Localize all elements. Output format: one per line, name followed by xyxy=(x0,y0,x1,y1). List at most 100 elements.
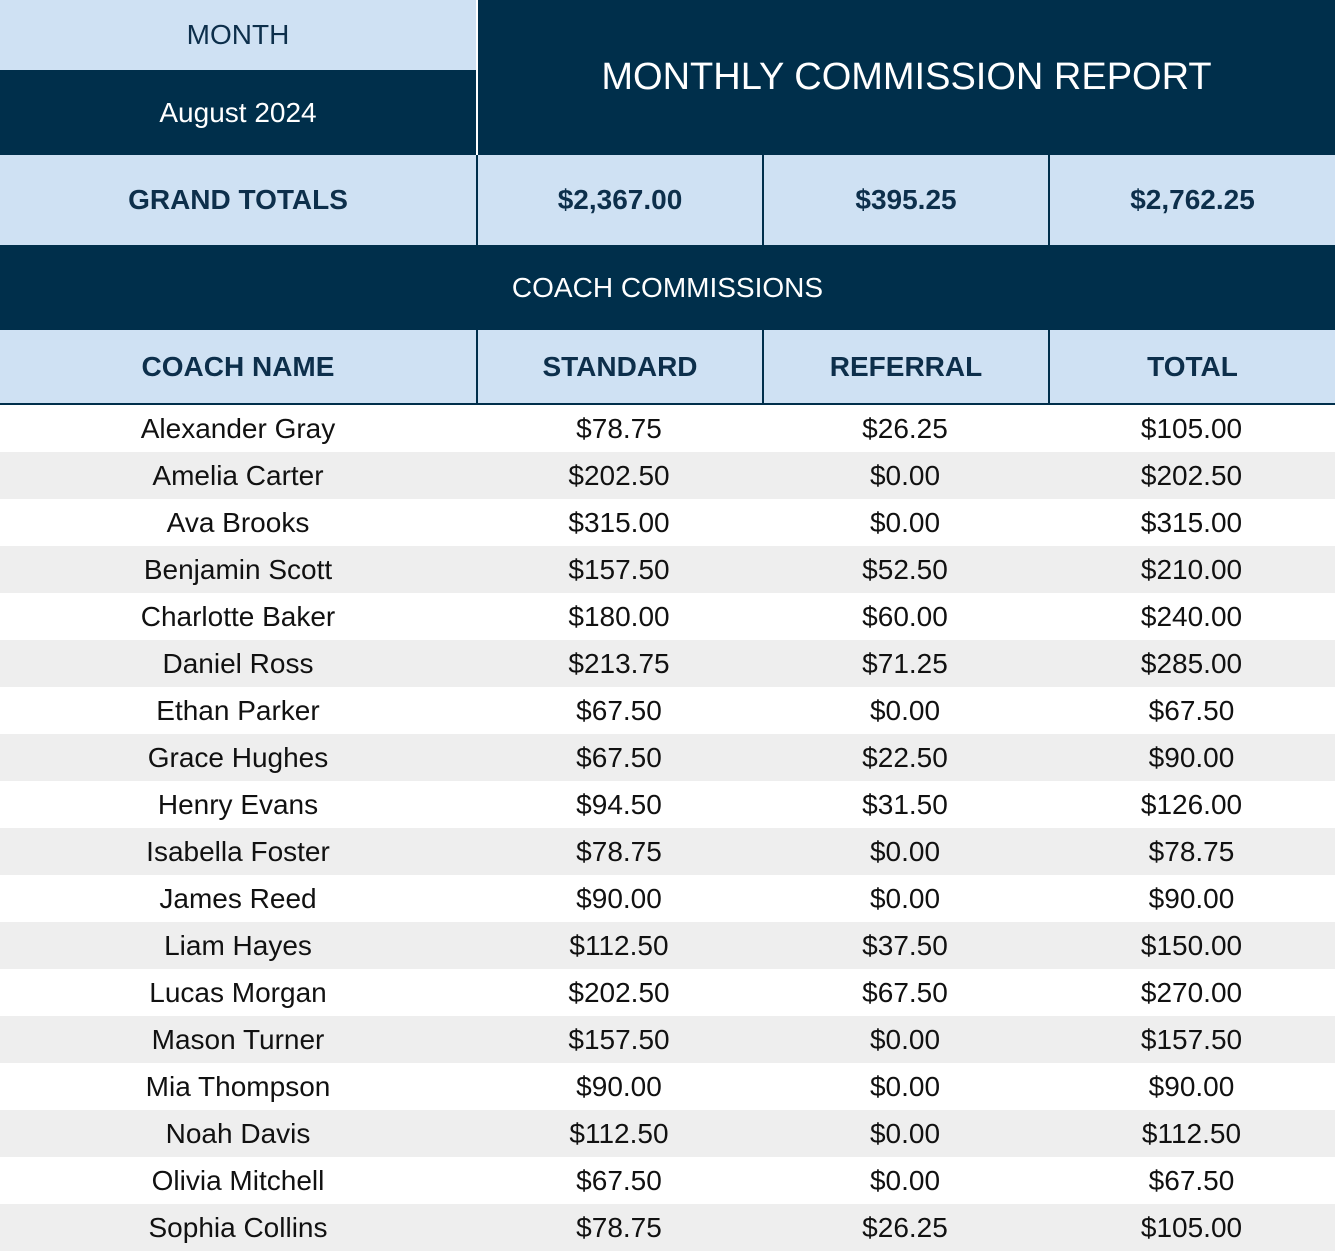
coach-name-cell: Isabella Foster xyxy=(146,835,330,867)
table-row[interactable]: Lucas Morgan $202.50 $67.50 $270.00 xyxy=(0,969,1335,1016)
commission-table-body: Alexander Gray $78.75 $26.25 $105.00 Amelia … xyxy=(0,405,1335,1251)
total-cell: $90.00 xyxy=(1148,882,1235,914)
referral-cell: $60.00 xyxy=(862,600,948,632)
coach-name-cell: James Reed xyxy=(159,882,317,914)
total-cell: $240.00 xyxy=(1140,600,1243,632)
report-header: MONTH August 2024 MONTHLY COMMISSION REP… xyxy=(0,0,1335,155)
table-row[interactable]: Benjamin Scott $157.50 $52.50 $210.00 xyxy=(0,546,1335,593)
column-header-coach-name: COACH NAME xyxy=(141,350,335,382)
total-cell: $126.00 xyxy=(1140,788,1243,820)
referral-cell: $0.00 xyxy=(869,1117,941,1149)
total-cell: $270.00 xyxy=(1140,976,1243,1008)
standard-cell: $315.00 xyxy=(568,506,670,538)
total-cell: $67.50 xyxy=(1148,1164,1235,1196)
standard-cell: $157.50 xyxy=(568,553,670,585)
column-header-referral: REFERRAL xyxy=(762,330,1048,403)
coach-name-cell: Sophia Collins xyxy=(148,1211,328,1243)
table-row[interactable]: Olivia Mitchell $67.50 $0.00 $67.50 xyxy=(0,1157,1335,1204)
total-cell: $105.00 xyxy=(1140,412,1243,444)
referral-cell: $0.00 xyxy=(869,882,941,914)
table-row[interactable]: Isabella Foster $78.75 $0.00 $78.75 xyxy=(0,828,1335,875)
table-row[interactable]: Daniel Ross $213.75 $71.25 $285.00 xyxy=(0,640,1335,687)
section-title: COACH COMMISSIONS xyxy=(0,245,1335,330)
coach-name-cell: Grace Hughes xyxy=(147,741,329,773)
referral-cell: $0.00 xyxy=(869,1070,941,1102)
total-cell: $285.00 xyxy=(1140,647,1243,679)
referral-cell: $0.00 xyxy=(869,459,941,491)
column-header-standard: STANDARD xyxy=(476,330,762,403)
referral-cell: $22.50 xyxy=(862,741,948,773)
standard-cell: $157.50 xyxy=(568,1023,670,1055)
referral-cell: $0.00 xyxy=(869,506,941,538)
standard-cell: $90.00 xyxy=(576,1070,662,1102)
table-row[interactable]: Noah Davis $112.50 $0.00 $112.50 xyxy=(0,1110,1335,1157)
standard-cell: $202.50 xyxy=(568,459,670,491)
standard-cell: $202.50 xyxy=(568,976,670,1008)
referral-cell: $26.25 xyxy=(862,1211,948,1243)
coach-name-cell: Mia Thompson xyxy=(145,1070,331,1102)
total-cell: $78.75 xyxy=(1148,835,1235,867)
coach-name-cell: Mason Turner xyxy=(151,1023,325,1055)
total-cell: $105.00 xyxy=(1140,1211,1243,1243)
table-row[interactable]: Charlotte Baker $180.00 $60.00 $240.00 xyxy=(0,593,1335,640)
coach-name-cell: Ava Brooks xyxy=(166,506,310,538)
referral-cell: $26.25 xyxy=(862,412,948,444)
table-row[interactable]: Grace Hughes $67.50 $22.50 $90.00 xyxy=(0,734,1335,781)
total-cell: $315.00 xyxy=(1140,506,1243,538)
standard-cell: $78.75 xyxy=(576,1211,662,1243)
referral-cell: $37.50 xyxy=(862,929,948,961)
coach-name-cell: Amelia Carter xyxy=(152,459,324,491)
standard-cell: $112.50 xyxy=(569,1117,669,1149)
coach-name-cell: Olivia Mitchell xyxy=(151,1164,325,1196)
total-cell: $157.50 xyxy=(1140,1023,1243,1055)
coach-name-cell: Noah Davis xyxy=(165,1117,311,1149)
table-row[interactable]: Liam Hayes $112.50 $37.50 $150.00 xyxy=(0,922,1335,969)
month-block: MONTH August 2024 xyxy=(0,0,476,155)
referral-cell: $0.00 xyxy=(869,1023,941,1055)
referral-cell: $71.25 xyxy=(862,647,948,679)
table-row[interactable]: Ava Brooks $315.00 $0.00 $315.00 xyxy=(0,499,1335,546)
referral-cell: $0.00 xyxy=(869,694,941,726)
referral-cell: $0.00 xyxy=(869,1164,941,1196)
month-label: MONTH xyxy=(0,0,476,70)
table-row[interactable]: James Reed $90.00 $0.00 $90.00 xyxy=(0,875,1335,922)
table-row[interactable]: Mia Thompson $90.00 $0.00 $90.00 xyxy=(0,1063,1335,1110)
column-header-row: COACH NAME STANDARD REFERRAL TOTAL xyxy=(0,330,1335,405)
total-cell: $150.00 xyxy=(1140,929,1243,961)
coach-name-cell: Charlotte Baker xyxy=(140,600,336,632)
grand-totals-label: GRAND TOTALS xyxy=(128,184,348,215)
coach-name-cell: Liam Hayes xyxy=(164,929,312,961)
grand-total-total: $2,762.25 xyxy=(1048,155,1335,245)
table-row[interactable]: Mason Turner $157.50 $0.00 $157.50 xyxy=(0,1016,1335,1063)
standard-cell: $67.50 xyxy=(576,741,662,773)
coach-name-cell: Benjamin Scott xyxy=(143,553,333,585)
standard-cell: $112.50 xyxy=(569,929,669,961)
coach-name-cell: Henry Evans xyxy=(157,788,319,820)
grand-totals-row: GRAND TOTALS $2,367.00 $395.25 $2,762.25 xyxy=(0,155,1335,245)
referral-cell: $67.50 xyxy=(862,976,948,1008)
table-row[interactable]: Sophia Collins $78.75 $26.25 $105.00 xyxy=(0,1204,1335,1251)
total-cell: $67.50 xyxy=(1148,694,1235,726)
standard-cell: $78.75 xyxy=(576,412,662,444)
referral-cell: $0.00 xyxy=(869,835,941,867)
coach-name-cell: Daniel Ross xyxy=(162,647,314,679)
table-row[interactable]: Alexander Gray $78.75 $26.25 $105.00 xyxy=(0,405,1335,452)
month-value[interactable]: August 2024 xyxy=(0,70,476,155)
total-cell: $90.00 xyxy=(1148,1070,1235,1102)
table-row[interactable]: Amelia Carter $202.50 $0.00 $202.50 xyxy=(0,452,1335,499)
standard-cell: $67.50 xyxy=(576,1164,662,1196)
coach-name-cell: Alexander Gray xyxy=(140,412,336,444)
table-row[interactable]: Ethan Parker $67.50 $0.00 $67.50 xyxy=(0,687,1335,734)
standard-cell: $78.75 xyxy=(576,835,662,867)
standard-cell: $94.50 xyxy=(576,788,662,820)
report-title: MONTHLY COMMISSION REPORT xyxy=(476,0,1335,155)
table-row[interactable]: Henry Evans $94.50 $31.50 $126.00 xyxy=(0,781,1335,828)
standard-cell: $213.75 xyxy=(568,647,670,679)
coach-name-cell: Ethan Parker xyxy=(156,694,320,726)
referral-cell: $31.50 xyxy=(862,788,948,820)
total-cell: $112.50 xyxy=(1141,1117,1242,1149)
standard-cell: $67.50 xyxy=(576,694,662,726)
grand-total-standard: $2,367.00 xyxy=(476,155,762,245)
coach-name-cell: Lucas Morgan xyxy=(149,976,327,1008)
